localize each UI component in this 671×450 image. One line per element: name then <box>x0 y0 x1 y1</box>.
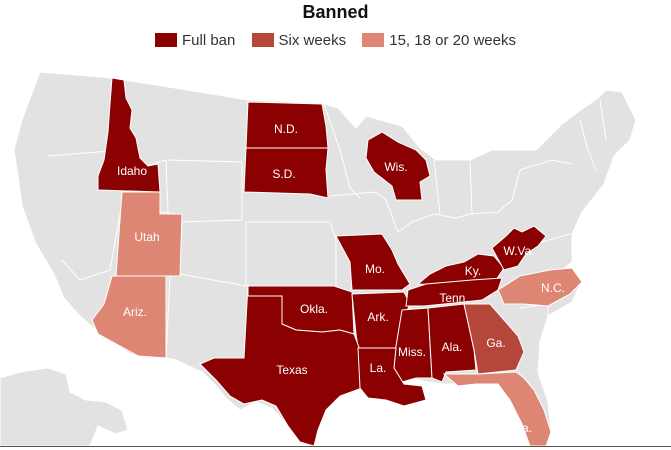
label-missouri: Mo. <box>365 262 385 276</box>
state-north-dakota <box>245 101 329 149</box>
legend-item-full-ban: Full ban <box>155 32 235 49</box>
legend-item-six-weeks: Six weeks <box>251 32 347 49</box>
state-tennessee <box>405 277 503 307</box>
label-utah: Utah <box>134 230 159 244</box>
label-arizona: Ariz. <box>123 305 147 319</box>
label-kentucky: Ky. <box>465 264 481 278</box>
state-idaho <box>97 77 161 193</box>
state-north-carolina <box>497 267 583 307</box>
legend-swatch-full-ban <box>155 33 177 47</box>
legend: Full ban Six weeks 15, 18 or 20 weeks <box>0 32 671 49</box>
label-south-dakota: S.D. <box>272 167 295 181</box>
legend-item-15-20-weeks: 15, 18 or 20 weeks <box>362 32 516 49</box>
state-georgia <box>463 303 525 375</box>
label-wisconsin: Wis. <box>384 160 407 174</box>
label-north-carolina: N.C. <box>541 281 565 295</box>
map-title: Banned <box>302 2 369 22</box>
label-oklahoma: Okla. <box>300 302 328 316</box>
state-wisconsin <box>365 131 431 201</box>
label-georgia: Ga. <box>486 336 505 350</box>
state-arizona <box>91 275 167 359</box>
state-louisiana <box>357 347 427 407</box>
label-texas: Texas <box>276 363 307 377</box>
legend-label-full-ban: Full ban <box>182 32 236 49</box>
label-alabama: Ala. <box>442 340 463 354</box>
state-texas <box>199 283 363 447</box>
label-louisiana: La. <box>370 361 387 375</box>
alaska-fragment <box>0 367 129 447</box>
label-north-dakota: N.D. <box>274 122 298 136</box>
label-west-virginia: W.Va. <box>503 244 534 258</box>
legend-swatch-six-weeks <box>251 33 274 47</box>
state-south-dakota <box>243 147 329 199</box>
label-arkansas: Ark. <box>367 310 388 324</box>
label-mississippi: Miss. <box>398 345 426 359</box>
legend-label-six-weeks: Six weeks <box>278 32 347 49</box>
legend-swatch-15-20-weeks <box>362 33 385 47</box>
label-idaho: Idaho <box>117 164 147 178</box>
state-missouri <box>335 233 411 291</box>
state-west-virginia <box>491 225 547 271</box>
bottom-rule <box>0 446 671 447</box>
legend-label-15-20-weeks: 15, 18 or 20 weeks <box>389 32 516 49</box>
label-tennessee: Tenn. <box>439 291 468 305</box>
state-labels: Idaho N.D. S.D. Wis. Utah Mo. Ky. W.Va. … <box>117 122 565 435</box>
label-florida: Fla. <box>512 421 532 435</box>
